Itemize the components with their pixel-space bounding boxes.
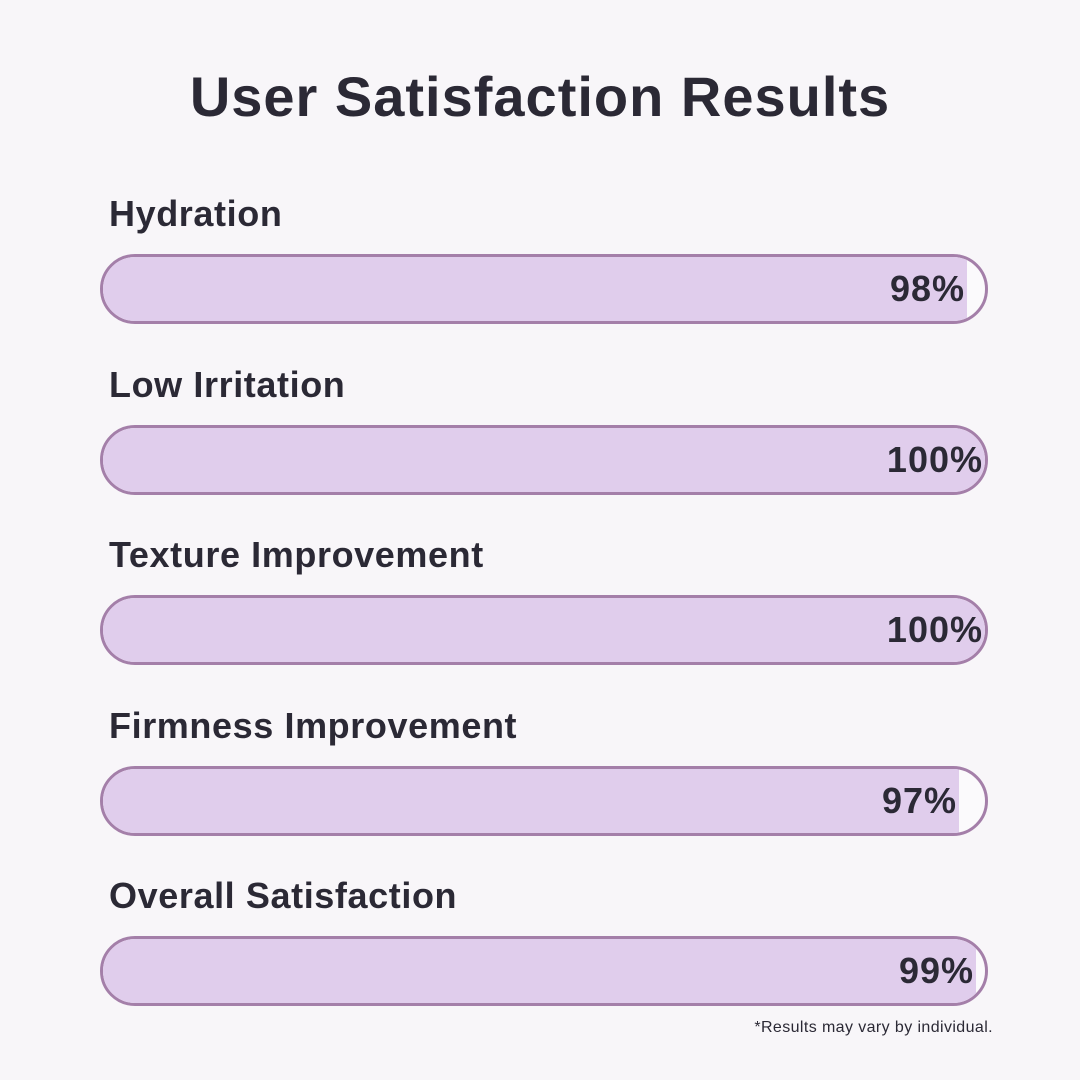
bar-label: Overall Satisfaction: [109, 875, 458, 916]
bar: [103, 257, 967, 321]
footnote: *Results may vary by individual.: [754, 1019, 993, 1036]
bar-track: [100, 254, 988, 324]
bar-label: Low Irritation: [109, 364, 346, 405]
bar-track: [100, 595, 988, 665]
bar: [103, 939, 976, 1003]
bar-track: [100, 936, 988, 1006]
bar-track: [100, 766, 988, 836]
bar-value-label: 98%: [889, 268, 965, 309]
bar-value-label: 99%: [898, 950, 974, 991]
bar: [103, 598, 985, 662]
bar-value-label: 97%: [881, 780, 957, 821]
bar-label: Hydration: [109, 193, 283, 234]
chart-title: User Satisfaction Results: [189, 65, 891, 128]
bar: [103, 769, 959, 833]
bar-value-label: 100%: [886, 609, 983, 650]
bar-track: [100, 425, 988, 495]
bar-label: Firmness Improvement: [109, 705, 518, 746]
bar-label: Texture Improvement: [109, 534, 484, 575]
bar-value-label: 100%: [886, 439, 983, 480]
bar: [103, 428, 985, 492]
